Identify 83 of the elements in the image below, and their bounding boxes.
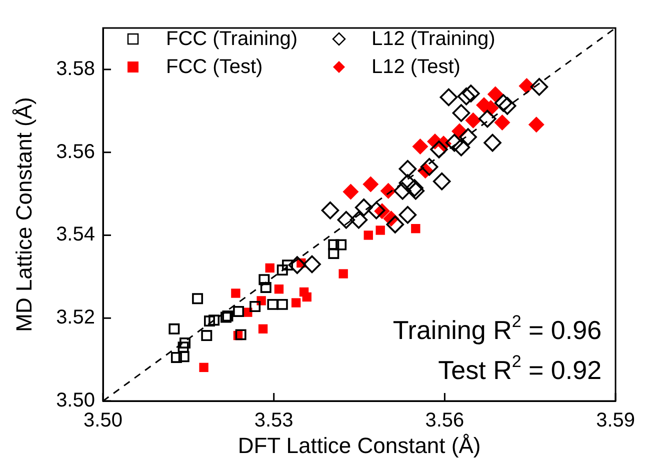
- point: [231, 288, 240, 298]
- point: [274, 284, 284, 294]
- point: [478, 110, 496, 128]
- point: [457, 87, 476, 106]
- point: [406, 182, 425, 200]
- point: [192, 293, 204, 304]
- point: [398, 174, 417, 192]
- x-tick-label: 3.59: [596, 410, 636, 432]
- point: [394, 182, 412, 200]
- y-axis-title: MD Lattice Constant (Å): [11, 97, 36, 332]
- point: [386, 216, 404, 234]
- point: [342, 184, 359, 200]
- point: [302, 292, 312, 302]
- x-tick-label: 3.50: [84, 410, 122, 432]
- point: [199, 362, 208, 372]
- point: [170, 352, 182, 363]
- point: [530, 78, 548, 96]
- point: [459, 128, 477, 146]
- point: [233, 306, 244, 317]
- y-tick-label: 3.54: [56, 224, 95, 246]
- x-tick-label: 3.53: [254, 410, 294, 432]
- point: [364, 230, 373, 240]
- point: [494, 94, 512, 112]
- legend-label: FCC (Training): [166, 28, 298, 50]
- point: [498, 97, 516, 115]
- x-tick-label: 3.56: [425, 410, 464, 432]
- point: [178, 342, 189, 353]
- point: [528, 116, 544, 133]
- point: [168, 323, 180, 334]
- point: [258, 274, 270, 286]
- point: [354, 198, 373, 216]
- point: [465, 112, 482, 128]
- point: [260, 282, 272, 293]
- point: [487, 86, 504, 102]
- y-tick-label: 3.56: [56, 140, 95, 163]
- point: [288, 256, 306, 274]
- point: [412, 138, 428, 155]
- point: [494, 114, 510, 130]
- point: [420, 158, 438, 176]
- y-tick-label: 3.50: [56, 390, 95, 412]
- legend-label: L12 (Test): [372, 56, 460, 78]
- y-tick-label: 3.58: [56, 58, 95, 80]
- point: [430, 140, 448, 158]
- point: [303, 255, 321, 274]
- point: [367, 201, 386, 220]
- point: [276, 264, 288, 276]
- x-axis-title: DFT Lattice Constant (Å): [238, 432, 481, 458]
- point: [484, 134, 502, 152]
- point: [267, 298, 278, 310]
- point: [265, 263, 274, 273]
- point: [398, 160, 417, 178]
- point: [452, 104, 470, 122]
- point: [328, 248, 340, 259]
- point: [406, 179, 424, 197]
- point: [258, 324, 268, 334]
- point: [250, 301, 261, 312]
- point: [452, 138, 470, 156]
- point: [235, 329, 246, 340]
- point: [204, 316, 215, 327]
- point: [398, 206, 417, 224]
- point: [291, 298, 301, 308]
- point: [178, 351, 190, 362]
- point: [462, 84, 480, 102]
- legend-label: L12 (Training): [372, 28, 496, 50]
- legend-label: FCC (Test): [166, 56, 263, 78]
- point: [276, 298, 288, 310]
- point: [208, 314, 220, 326]
- point: [282, 260, 294, 271]
- point: [350, 210, 368, 229]
- y-tick-label: 3.52: [56, 306, 95, 329]
- point: [328, 239, 340, 250]
- point: [180, 337, 190, 348]
- point: [337, 210, 356, 229]
- point: [338, 269, 348, 278]
- point: [445, 134, 464, 152]
- point: [432, 172, 451, 190]
- point: [362, 176, 379, 192]
- point: [411, 224, 420, 234]
- point: [201, 330, 212, 342]
- point: [336, 239, 347, 250]
- point: [321, 201, 340, 220]
- point: [440, 88, 458, 106]
- point: [376, 226, 385, 235]
